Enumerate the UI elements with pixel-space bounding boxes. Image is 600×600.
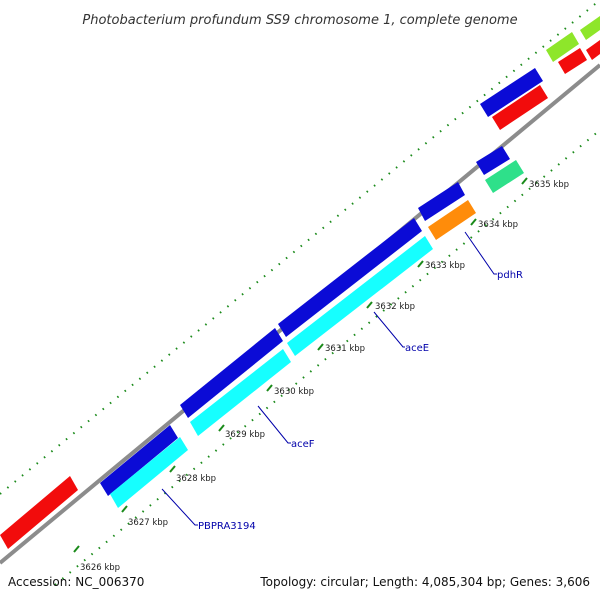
blue-feature	[476, 146, 510, 175]
tick-label: 3631 kbp	[325, 344, 365, 354]
cyan-feature	[287, 236, 433, 356]
genome-summary: Topology: circular; Length: 4,085,304 bp…	[259, 575, 590, 589]
cyan-feature	[190, 349, 291, 436]
tick-label: 3633 kbp	[425, 261, 465, 271]
gene-labels: PBPRA3194 aceF aceE pdhR	[198, 270, 523, 532]
gene-leader-line	[257, 405, 291, 444]
gene-label: PBPRA3194	[198, 521, 256, 532]
blue-feature	[278, 218, 422, 337]
gene-label: aceF	[291, 439, 315, 450]
cyan-feature	[110, 437, 188, 508]
tick-label: 3629 kbp	[225, 430, 265, 440]
red-feature	[492, 85, 548, 130]
lime-feature	[580, 16, 600, 40]
map-title: Photobacterium profundum SS9 chromosome …	[82, 13, 517, 28]
scale-tick	[121, 505, 128, 513]
red-feature	[586, 40, 600, 60]
tick-label: 3626 kbp	[80, 563, 120, 573]
lime-feature	[546, 32, 579, 62]
tick-label: 3635 kbp	[529, 180, 569, 190]
scale-tick	[470, 218, 477, 226]
red-feature	[558, 48, 587, 74]
outer-strand-features	[0, 16, 600, 549]
gene-leader-lines	[161, 231, 497, 526]
scale-tick	[266, 384, 273, 392]
scale-tick-labels: 3626 kbp 3627 kbp 3628 kbp 3629 kbp 3630…	[80, 180, 569, 573]
gene-leader-line	[464, 231, 497, 275]
gene-label: pdhR	[497, 270, 523, 281]
outer-dotted-ring	[0, 0, 600, 495]
gene-label: aceE	[405, 343, 429, 354]
blue-feature	[180, 328, 283, 418]
tick-label: 3628 kbp	[176, 474, 216, 484]
tick-label: 3634 kbp	[478, 220, 518, 230]
gene-leader-line	[373, 311, 405, 348]
scale-tick	[417, 260, 424, 268]
scale-tick	[521, 177, 528, 185]
scale-tick	[317, 343, 324, 351]
scale-tick	[73, 545, 80, 553]
scale-tick	[366, 301, 373, 309]
green-feature	[485, 160, 524, 193]
blue-feature	[480, 68, 543, 117]
inner-dotted-ring	[54, 129, 600, 586]
accession-label: Accession: NC_006370	[8, 575, 144, 589]
tick-label: 3630 kbp	[274, 387, 314, 397]
inner-strand-features	[110, 146, 524, 508]
blue-feature	[100, 425, 178, 496]
scale-ticks	[73, 177, 528, 553]
gene-leader-line	[161, 488, 198, 526]
blue-feature	[418, 182, 465, 221]
scale-tick	[169, 465, 176, 473]
orange-feature	[428, 200, 476, 240]
tick-label: 3632 kbp	[375, 302, 415, 312]
tick-label: 3627 kbp	[128, 518, 168, 528]
scale-tick	[218, 424, 225, 432]
red-feature-left	[0, 476, 78, 549]
